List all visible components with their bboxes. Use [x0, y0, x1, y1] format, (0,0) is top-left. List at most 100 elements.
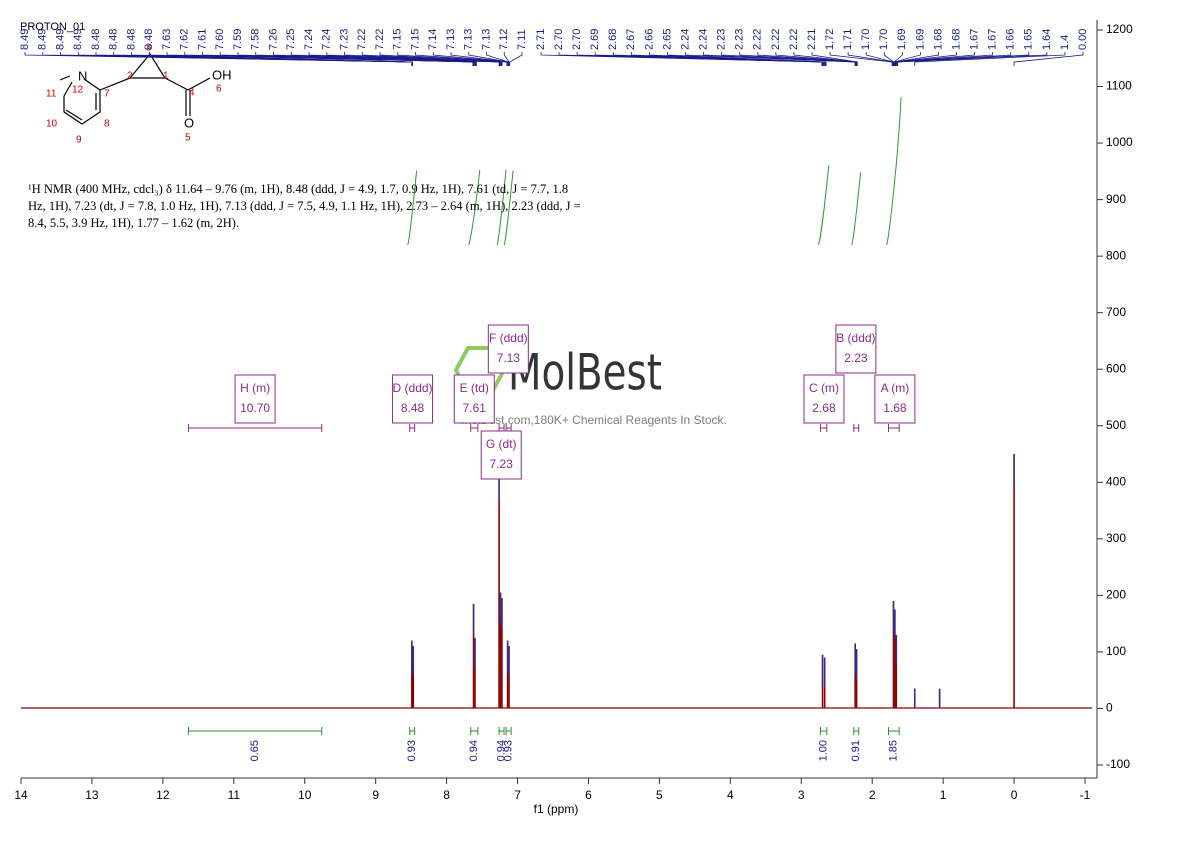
peak-label-connector — [415, 52, 508, 66]
peak-label-connector — [503, 52, 510, 66]
peak-label: 7.59 — [232, 29, 244, 50]
peak-label: 2.21 — [806, 29, 818, 50]
y-tick-label: 200 — [1106, 588, 1126, 602]
y-tick-label: 100 — [1106, 644, 1126, 658]
multiplet-box — [487, 324, 529, 374]
peak-label: 8.48 — [125, 29, 137, 50]
peak-label: 2.67 — [625, 29, 637, 50]
integral-value: 0.93 — [503, 740, 515, 761]
watermark: MolBest molBest.com,180K+ Chemical Reage… — [453, 344, 727, 427]
integral-curve — [496, 169, 507, 246]
peak-label: 7.22 — [356, 29, 368, 50]
peak-label-connector — [811, 52, 858, 66]
multiplet-box — [234, 374, 276, 424]
multiplet-label: G (dt) — [486, 437, 517, 451]
peak-label: 7.60 — [214, 29, 226, 50]
y-tick-label: 1100 — [1106, 79, 1132, 93]
peak-label: 1.67 — [987, 29, 999, 50]
peak-label: 1.71 — [842, 29, 854, 50]
peak-label: 7.24 — [321, 29, 333, 50]
y-tick-label: 600 — [1106, 361, 1126, 375]
peak-label-connector — [895, 52, 994, 66]
peak-label-connector — [893, 52, 921, 66]
multiplet-label: E (td) — [460, 381, 489, 395]
peak-label: 8.48 — [90, 29, 102, 50]
integral-value: 0.65 — [249, 740, 261, 761]
peak-label: 7.26 — [267, 29, 279, 50]
peak-label-connector — [326, 52, 501, 66]
atom-label: N — [78, 68, 87, 83]
peak-label-connector — [649, 52, 826, 66]
atom-number: 4 — [189, 88, 195, 99]
integral-curve — [886, 96, 902, 246]
multiplet-shift: 7.13 — [497, 351, 521, 365]
y-tick-label: 0 — [1106, 701, 1113, 715]
y-tick-label: 1200 — [1106, 22, 1133, 36]
x-tick-label: 11 — [228, 788, 241, 802]
x-axis-label: f1 (ppm) — [534, 802, 579, 816]
multiplet-shift: 7.23 — [490, 457, 514, 471]
peak-label: 8.49 — [37, 29, 49, 50]
peak-label: 1.70 — [878, 29, 890, 50]
y-tick-label: 1000 — [1106, 135, 1133, 149]
peak-label: 2.68 — [607, 29, 619, 50]
peak-label: 2.24 — [698, 29, 710, 50]
peak-label: 7.61 — [196, 29, 208, 50]
x-tick-label: 6 — [585, 788, 592, 802]
nmr-description: ¹H NMR (400 MHz, cdcl₃) δ 11.64 – 9.76 (… — [28, 182, 581, 230]
structure: N 12 11 10 9 8 7 2 3 1 4 OH 6 O 5 — [46, 43, 232, 146]
multiplet-label: H (m) — [240, 381, 270, 395]
integral-value: 0.93 — [406, 740, 418, 761]
peak-label-connector — [379, 52, 503, 66]
peak-label-connector — [148, 52, 413, 66]
y-tick-label: 500 — [1106, 418, 1126, 432]
atom-label: O — [184, 115, 194, 130]
x-tick-label: 2 — [869, 788, 876, 802]
peak-label-connector — [344, 52, 502, 66]
peak-label: 1.65 — [1023, 29, 1035, 50]
multiplet-shift: 8.48 — [401, 401, 425, 415]
y-tick-label: 300 — [1106, 531, 1126, 545]
atom-number: 2 — [127, 71, 133, 82]
atom-number: 6 — [216, 84, 222, 95]
peak-label: 7.13 — [445, 29, 457, 50]
x-tick-label: 5 — [656, 788, 663, 802]
peak-label-connector — [667, 52, 827, 66]
chart-title: PROTON_01 — [20, 21, 85, 33]
x-tick-label: 4 — [727, 788, 734, 802]
peak-label: 2.24 — [679, 29, 691, 50]
y-tick-label: 700 — [1106, 305, 1126, 319]
integral-curve — [407, 170, 418, 246]
multiplet-shift: 2.68 — [812, 401, 836, 415]
atom-number: 7 — [104, 89, 110, 100]
peak-label: 7.14 — [427, 29, 439, 50]
atom-number: 8 — [104, 119, 110, 130]
x-tick-label: 0 — [1011, 788, 1018, 802]
peak-label: 2.71 — [535, 29, 547, 50]
peak-label: 2.70 — [553, 29, 565, 50]
integral-curve — [468, 169, 481, 246]
multiplet-box — [874, 374, 916, 424]
peak-label: 1.68 — [950, 29, 962, 50]
integral-value: 0.94 — [495, 740, 507, 761]
peak-label-connector — [793, 52, 857, 66]
peak-label: 7.15 — [392, 29, 404, 50]
peak-label: 2.70 — [571, 29, 583, 50]
peak-label: 8.48 — [143, 29, 155, 50]
peak-label: 2.69 — [589, 29, 601, 50]
integral-curve — [503, 170, 514, 246]
peak-label: 1.66 — [1005, 29, 1017, 50]
peak-label: 7.62 — [179, 29, 191, 50]
peak-label: 2.22 — [788, 29, 800, 50]
peak-label: 1.4 — [1059, 35, 1071, 50]
peak-label: 8.49 — [19, 29, 31, 50]
peak-label-connector — [1013, 52, 1084, 66]
atom-number: 3 — [146, 43, 152, 54]
atom-label: OH — [212, 67, 232, 82]
x-tick-label: 14 — [14, 788, 28, 802]
atom-number: 10 — [46, 119, 58, 130]
peak-label: 7.58 — [250, 29, 262, 50]
peak-label-connector — [829, 52, 893, 66]
